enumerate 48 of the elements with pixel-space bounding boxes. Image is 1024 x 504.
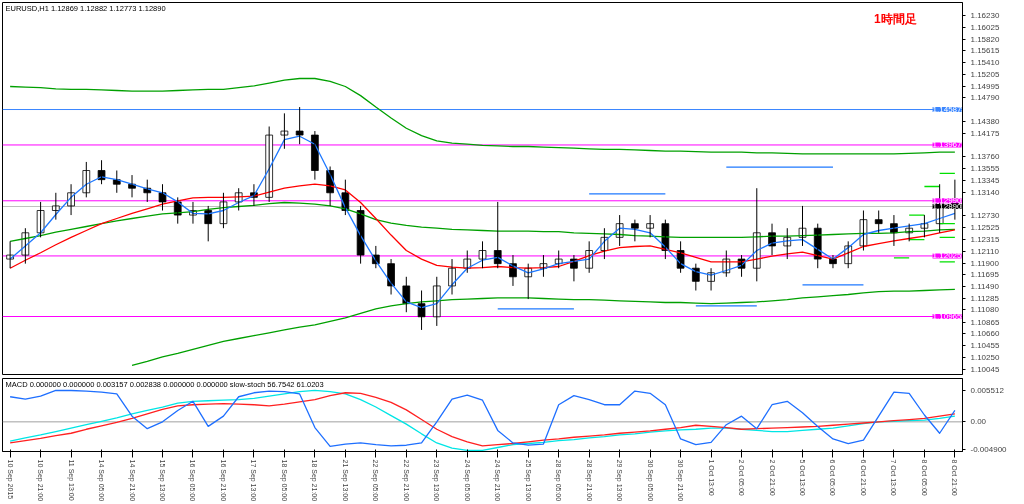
y-tick-label: 1.11900 xyxy=(970,258,1000,268)
y-tick-label: 1.15410 xyxy=(970,58,1000,67)
y-tick-label: 1.10865 xyxy=(970,317,1000,327)
y-tick-label: 1.12730 xyxy=(970,211,1000,221)
y-tick-label: 1.10660 xyxy=(970,329,1000,339)
candlestick xyxy=(478,240,487,269)
y-tick-label: 1.11695 xyxy=(970,270,1000,280)
y-tick-label: 1.15820 xyxy=(970,34,1000,44)
y-tick-label: 1.10455 xyxy=(970,341,1000,351)
y-tick-label: 1.14175 xyxy=(970,128,1000,138)
y-tick-label: 1.10250 xyxy=(970,352,1000,362)
y-tick-label: 1.12525 xyxy=(970,222,1000,232)
y-tick-label: 0.00 xyxy=(970,417,987,427)
y-tick-label: 1.13760 xyxy=(970,152,1000,162)
candlestick xyxy=(646,214,654,238)
ref-line-label: 1.14587 xyxy=(932,105,963,115)
candlestick xyxy=(219,192,228,229)
y-tick-label: 1.14380 xyxy=(970,116,1000,126)
y-tick-label: 1.12315 xyxy=(970,234,1000,244)
y-tick-label: 1.16025 xyxy=(970,22,1000,32)
text: 1時間足 xyxy=(873,12,917,27)
y-tick-label: 1.12110 xyxy=(970,246,1000,256)
y-tick-label: 1.13555 xyxy=(970,164,1000,173)
y-tick-label: 1.16230 xyxy=(970,11,1000,21)
ref-line-label: 1.13967 xyxy=(932,140,963,150)
y-tick-label: 1.10045 xyxy=(970,364,1000,374)
candlestick xyxy=(52,192,60,221)
y-tick-label: 1.13140 xyxy=(970,187,1000,197)
y-tick-label: 1.14790 xyxy=(970,93,1000,103)
candlestick xyxy=(280,112,289,150)
y-tick-label: 1.13345 xyxy=(970,176,1000,185)
y-tick-label: 1.15615 xyxy=(970,46,1000,56)
y-tick-label: 1.15205 xyxy=(970,69,1000,79)
y-tick-label: 0.005512 xyxy=(970,385,1005,395)
y-tick-label: 1.14995 xyxy=(970,81,1000,91)
ref-line-label: 1.12890 xyxy=(932,202,963,211)
y-tick-label: 1.11490 xyxy=(970,282,1000,291)
candlestick xyxy=(859,210,868,251)
candlestick xyxy=(158,183,167,211)
ref-line-label: 1.10965 xyxy=(932,312,963,321)
y-tick-label: 1.11080 xyxy=(970,305,1000,315)
candlestick xyxy=(874,210,883,234)
y-tick-label: 1.11285 xyxy=(970,293,1000,303)
ref-line-label: 1.12025 xyxy=(932,251,963,261)
y-tick-label: -0.004900 xyxy=(970,445,1008,455)
candlestick xyxy=(417,290,426,331)
candlestick xyxy=(97,159,106,185)
candlestick xyxy=(295,106,304,145)
